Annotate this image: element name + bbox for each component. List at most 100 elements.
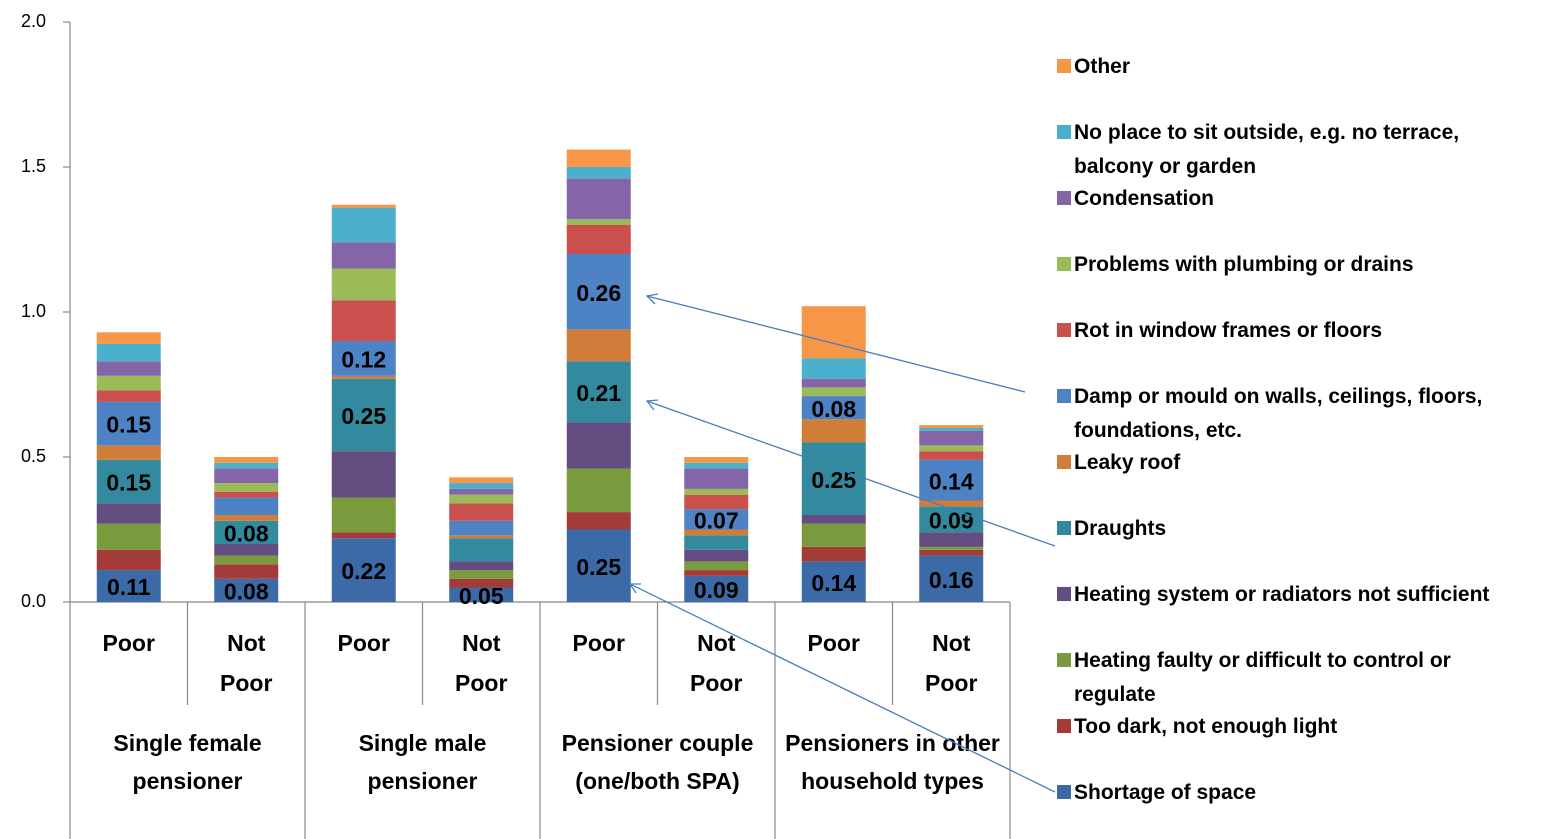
- arrow: [646, 295, 1026, 393]
- bar-segment: [449, 503, 514, 521]
- group-label: Single female pensioner: [113, 730, 261, 794]
- group-label: Pensioner couple (one/both SPA): [562, 730, 754, 794]
- bar-segment: [214, 544, 279, 556]
- bar-segment: [331, 268, 396, 301]
- bar-segment: [331, 538, 396, 602]
- legend-swatch: [1057, 521, 1071, 535]
- legend-swatch: [1057, 389, 1071, 403]
- bar-segment: [919, 430, 984, 446]
- arrow: [646, 400, 1056, 547]
- bar-segment: [919, 546, 984, 550]
- y-tick-label: 2.0: [21, 11, 46, 31]
- x-tick-label: Poor: [573, 630, 625, 656]
- bar-segment: [919, 500, 984, 507]
- bar-segment: [801, 419, 866, 443]
- bar-segment: [801, 306, 866, 359]
- bar-segment: [684, 457, 749, 463]
- bar-segment: [96, 523, 161, 550]
- legend-swatch: [1057, 719, 1071, 733]
- bar-segment: [919, 451, 984, 460]
- data-label: 0.09: [694, 577, 739, 603]
- data-label: 0.12: [341, 346, 386, 372]
- x-tick-label: Not Poor: [220, 630, 272, 696]
- data-label: 0.16: [929, 567, 974, 593]
- bar-segment: [214, 564, 279, 579]
- x-tick-label: Not Poor: [690, 630, 742, 696]
- bar-segment: [331, 207, 396, 243]
- bar-segment: [214, 457, 279, 463]
- bar-segment: [449, 538, 514, 562]
- y-tick-label: 1.5: [21, 156, 46, 176]
- legend-swatch: [1057, 191, 1071, 205]
- bar-segment: [214, 578, 279, 602]
- bar-segment: [566, 468, 631, 513]
- x-tick-label: Poor: [808, 630, 860, 656]
- bar-segment: [331, 204, 396, 208]
- y-tick-label: 1.0: [21, 301, 46, 321]
- bar-segment: [801, 358, 866, 379]
- bar-segment: [919, 459, 984, 501]
- y-tick-label: 0.0: [21, 591, 46, 611]
- data-label: 0.09: [929, 507, 974, 533]
- bar-segment: [449, 477, 514, 484]
- x-tick-label: Poor: [338, 630, 390, 656]
- legend-swatch: [1057, 653, 1071, 667]
- bar-segment: [566, 329, 631, 362]
- bar-segment: [214, 468, 279, 484]
- bar-segment: [684, 494, 749, 510]
- legend-label: Other: [1074, 55, 1130, 78]
- bar-segment: [214, 555, 279, 565]
- data-label: 0.11: [107, 574, 151, 600]
- bar-segment: [566, 512, 631, 530]
- bar-segment: [919, 555, 984, 602]
- bar-segment: [684, 570, 749, 576]
- legend-label: Leaky roof: [1074, 451, 1181, 474]
- legend-swatch: [1057, 257, 1071, 271]
- bar-segment: [801, 442, 866, 515]
- bar-segment: [449, 561, 514, 571]
- legend-label: Heating faulty or difficult to control o…: [1074, 649, 1451, 706]
- data-label: 0.08: [224, 578, 269, 604]
- bar-segment: [919, 532, 984, 547]
- bar-segment: [449, 488, 514, 495]
- bar-segment: [331, 497, 396, 533]
- bar-segment: [566, 167, 631, 179]
- bar-segment: [684, 561, 749, 571]
- legend-swatch: [1057, 59, 1071, 73]
- arrow: [629, 583, 1056, 793]
- legend-swatch: [1057, 785, 1071, 799]
- legend-swatch: [1057, 455, 1071, 469]
- bar-segment: [331, 375, 396, 379]
- bar-segment: [449, 494, 514, 504]
- bar-segment: [331, 242, 396, 269]
- annotation-arrows: [628, 293, 1056, 793]
- bar-segment: [96, 390, 161, 402]
- bar-segment: [449, 520, 514, 536]
- bar-segment: [919, 425, 984, 428]
- data-label: 0.08: [811, 396, 856, 422]
- data-label: 0.21: [576, 380, 621, 406]
- data-label: 0.14: [811, 570, 856, 596]
- bar-segment: [684, 575, 749, 602]
- bar-segment: [331, 378, 396, 452]
- bar-segment: [96, 343, 161, 362]
- bar-segment: [919, 445, 984, 452]
- bar-segment: [331, 451, 396, 498]
- bar-segment: [684, 468, 749, 489]
- x-tick-label: Not Poor: [455, 630, 507, 696]
- arrow-head: [645, 293, 659, 305]
- data-label: 0.22: [341, 558, 386, 584]
- group-label: Single male pensioner: [359, 730, 487, 794]
- bar-segment: [449, 483, 514, 489]
- legend-label: Rot in window frames or floors: [1074, 319, 1382, 342]
- bar-segment: [214, 515, 279, 521]
- legend-label: Condensation: [1074, 187, 1214, 210]
- x-tick-label: Not Poor: [925, 630, 977, 696]
- bar-segment: [96, 503, 161, 524]
- bar-segment: [801, 515, 866, 524]
- data-label: 0.07: [694, 507, 739, 533]
- legend-swatch: [1057, 125, 1071, 139]
- legend-label: Problems with plumbing or drains: [1074, 253, 1414, 276]
- bar-segment: [331, 300, 396, 341]
